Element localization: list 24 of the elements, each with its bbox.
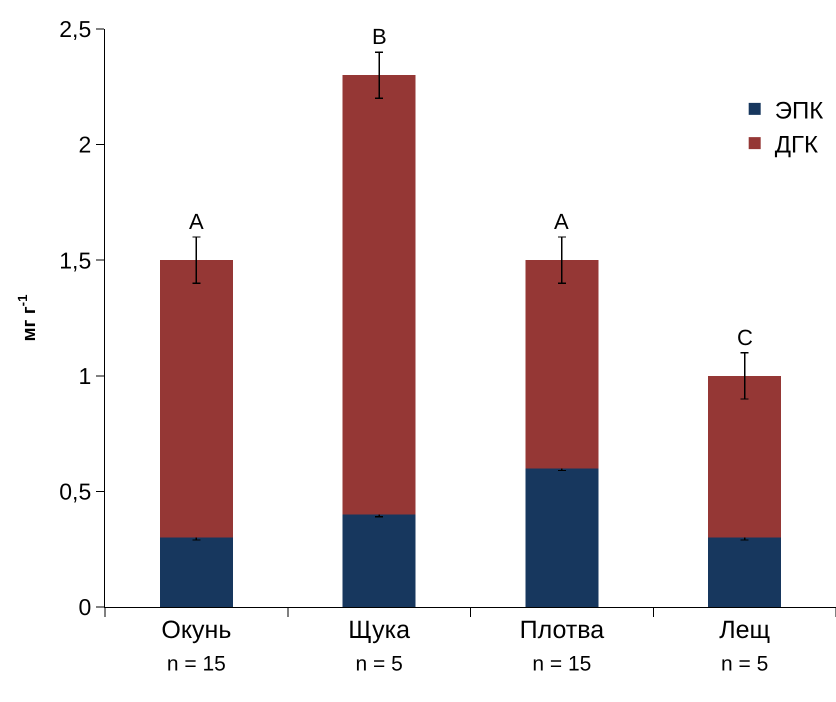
y-tick-label: 2 bbox=[78, 132, 92, 158]
y-tick-label: 1 bbox=[78, 362, 92, 389]
y-tick-label: 0,5 bbox=[59, 478, 92, 504]
bar bbox=[160, 260, 233, 538]
bar bbox=[708, 376, 782, 538]
bar bbox=[342, 75, 416, 515]
bar bbox=[525, 260, 598, 468]
annotation: A bbox=[554, 209, 569, 234]
annotation: B bbox=[372, 24, 387, 49]
y-tick-label: 0 bbox=[78, 594, 92, 620]
y-tick-label: 1,5 bbox=[59, 247, 92, 274]
annotation: C bbox=[737, 325, 753, 350]
bar bbox=[708, 538, 782, 607]
y-tick-label: 2,5 bbox=[59, 16, 92, 42]
x-tick-label: Лещ n = 5 bbox=[719, 616, 770, 676]
bar bbox=[525, 468, 598, 607]
bar bbox=[342, 514, 416, 607]
legend-label: ЭПК bbox=[774, 97, 824, 124]
bar bbox=[160, 538, 233, 607]
x-tick-label: Окунь n = 15 bbox=[161, 616, 232, 676]
x-tick-label: Щука n = 5 bbox=[348, 616, 410, 676]
annotation: A bbox=[189, 209, 204, 234]
x-tick-label: Плотва n = 15 bbox=[520, 616, 604, 676]
legend-label: ДГК bbox=[774, 131, 818, 158]
